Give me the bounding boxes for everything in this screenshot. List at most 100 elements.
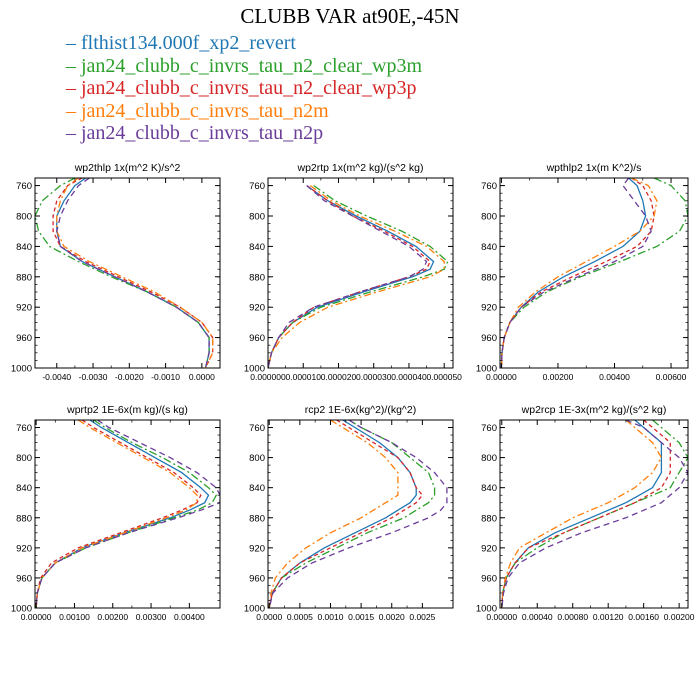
panel: rcp2 1E-6x(kg^2)/(kg^2) 760 800 840 880 920 96… [244, 404, 454, 622]
panel-title: wpthlp2 1x(m K^2)/s [546, 162, 642, 174]
y-tick-label: 840 [16, 242, 32, 253]
x-tick-label: 0.00000 [486, 372, 517, 382]
y-tick-label: 960 [249, 573, 265, 584]
y-tick-label: 840 [481, 483, 497, 494]
x-tick-label: -0.0030 [79, 372, 108, 382]
series-line [268, 420, 399, 608]
legend-item: – jan24_clubb_c_invrs_tau_n2p [66, 122, 324, 145]
series-line [56, 178, 214, 368]
series-line [501, 420, 688, 608]
series-line [56, 178, 210, 368]
y-tick-label: 760 [481, 423, 497, 434]
x-tick-label: -0.0020 [115, 372, 144, 382]
panel-title: wp2thlp 1x(m^2 K)/s^2 [74, 162, 181, 174]
series-line [268, 420, 424, 608]
plot-frame [499, 177, 689, 369]
panel-title: wp2rtp 1x(m^2 kg)/(s^2 kg) [297, 162, 424, 174]
series-line [501, 420, 671, 608]
x-tick-label: -0.0040 [42, 372, 71, 382]
x-tick-label: 0.0005 [287, 612, 313, 622]
x-tick-label: 0.000030 [356, 372, 392, 382]
y-tick-label: 800 [249, 212, 265, 223]
series-line [52, 178, 214, 368]
series-line [500, 178, 652, 368]
legend: – flthist134.000f_xp2_revert – jan24_clu… [66, 32, 422, 145]
y-tick-label: 1000 [244, 604, 265, 615]
x-tick-label: 0.00300 [136, 612, 167, 622]
x-tick-label: 0.00200 [543, 372, 574, 382]
y-tick-label: 1000 [476, 364, 497, 375]
series-line [35, 420, 198, 608]
series-line [268, 420, 448, 608]
series-line [35, 420, 210, 608]
x-tick-label: 0.000010 [286, 372, 322, 382]
series-line [268, 185, 428, 368]
series-line [35, 420, 220, 608]
x-tick-label: -0.0010 [151, 372, 180, 382]
x-tick-label: 0.00200 [97, 612, 128, 622]
y-tick-label: 760 [249, 423, 265, 434]
x-tick-label: 0.00000 [21, 612, 52, 622]
series-line [500, 178, 688, 368]
y-tick-label: 960 [481, 573, 497, 584]
y-tick-label: 840 [249, 483, 265, 494]
y-tick-label: 880 [481, 272, 497, 283]
series-line [35, 420, 202, 608]
x-tick-label: 0.00400 [599, 372, 630, 382]
x-tick-label: 0.00080 [557, 612, 588, 622]
x-tick-label: 0.00600 [656, 372, 687, 382]
series-line [268, 185, 435, 368]
y-tick-label: 920 [16, 543, 32, 554]
plot-frame [267, 419, 454, 609]
y-tick-label: 960 [16, 333, 32, 344]
legend-item: – flthist134.000f_xp2_revert [66, 32, 296, 54]
series-line [501, 420, 663, 608]
x-tick-label: 0.000020 [321, 372, 357, 382]
y-tick-label: 920 [481, 303, 497, 314]
panel: wprtp2 1E-6x(m kg)/(s kg) 760 800 840 880 920… [11, 404, 221, 622]
y-tick-label: 760 [16, 423, 32, 434]
y-tick-label: 960 [16, 573, 32, 584]
y-tick-label: 760 [481, 181, 497, 192]
y-tick-label: 920 [249, 543, 265, 554]
x-tick-label: 0.0020 [379, 612, 405, 622]
y-tick-label: 1000 [476, 604, 497, 615]
y-tick-label: 920 [249, 303, 265, 314]
y-tick-label: 800 [481, 212, 497, 223]
x-tick-label: 0.000050 [426, 372, 462, 382]
x-tick-label: 0.00400 [174, 612, 205, 622]
x-tick-label: 0.0010 [317, 612, 343, 622]
x-tick-label: 0.000040 [391, 372, 427, 382]
series-line [268, 420, 417, 608]
series-line [500, 178, 658, 368]
series-line [500, 178, 647, 368]
x-tick-label: 0.00120 [593, 612, 624, 622]
y-tick-label: 1000 [11, 604, 32, 615]
y-tick-label: 880 [249, 513, 265, 524]
y-tick-label: 760 [249, 181, 265, 192]
y-tick-label: 800 [16, 453, 32, 464]
x-tick-label: 0.00000 [486, 612, 517, 622]
plot-frame [499, 419, 689, 609]
plot-frame [34, 177, 221, 369]
series-line [56, 178, 210, 368]
x-tick-label: 0.00200 [664, 612, 695, 622]
y-tick-label: 840 [16, 483, 32, 494]
y-tick-label: 920 [481, 543, 497, 554]
y-tick-label: 960 [249, 333, 265, 344]
panel: wp2thlp 1x(m^2 K)/s^2 760 800 840 880 920 960 1… [11, 162, 221, 382]
series-line [268, 185, 431, 368]
y-tick-label: 880 [249, 272, 265, 283]
x-tick-label: 0.00040 [522, 612, 553, 622]
y-tick-label: 800 [481, 453, 497, 464]
panel-title: rcp2 1E-6x(kg^2)/(kg^2) [305, 404, 416, 416]
figure-title: CLUBB VAR at90E,-45N [240, 4, 460, 28]
y-tick-label: 800 [249, 453, 265, 464]
x-tick-label: 0.00100 [59, 612, 90, 622]
y-tick-label: 760 [16, 181, 32, 192]
y-tick-label: 840 [249, 242, 265, 253]
plot-frame [267, 177, 454, 369]
panel: wp2rtp 1x(m^2 kg)/(s^2 kg) 760 800 840 880 92… [244, 162, 462, 382]
x-tick-label: 0.0025 [409, 612, 435, 622]
